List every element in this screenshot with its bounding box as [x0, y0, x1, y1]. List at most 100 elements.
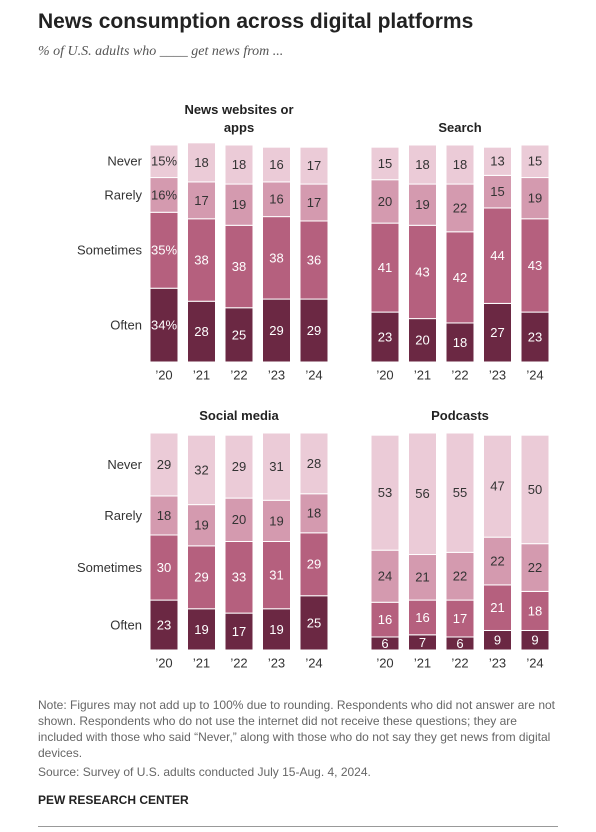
bar-segment: [483, 207, 512, 304]
bar-segment: [408, 224, 437, 320]
value-label: 31: [269, 568, 283, 583]
bar-segment: [224, 612, 254, 651]
x-tick-label: ’20: [155, 655, 172, 670]
bar-segment: [224, 307, 254, 363]
bar-segment: [483, 174, 512, 209]
bar-segment: [262, 432, 291, 501]
value-label: 17: [232, 624, 246, 639]
x-tick-label: ’21: [414, 655, 431, 670]
value-label: 55: [453, 485, 467, 500]
value-label: 18: [528, 603, 542, 618]
value-label: 29: [307, 557, 321, 572]
value-label: 44: [490, 248, 504, 263]
x-tick-label: ’23: [268, 367, 285, 382]
value-label: 38: [269, 250, 283, 265]
bar-segment: [299, 532, 329, 597]
value-label: 15: [490, 184, 504, 199]
value-label: 17: [453, 611, 467, 626]
bar-segment: [149, 432, 179, 497]
bar-segment: [149, 211, 179, 289]
value-label: 16%: [151, 187, 177, 202]
bar-segment: [224, 144, 254, 185]
value-label: 18: [194, 155, 208, 170]
value-label: 29: [194, 570, 208, 585]
bar-segment: [408, 183, 437, 226]
value-label: 21: [490, 600, 504, 615]
value-label: 19: [232, 197, 246, 212]
value-label: 25: [232, 327, 246, 342]
value-label: 15: [528, 154, 542, 169]
bar-segment: [299, 146, 329, 185]
bar-segment: [224, 497, 254, 543]
panel-title: Podcasts: [431, 408, 489, 423]
bar-segment: [445, 432, 475, 553]
value-label: 18: [232, 157, 246, 172]
source: Source: Survey of U.S. adults conducted …: [38, 765, 371, 779]
value-label: 19: [528, 191, 542, 206]
bar-segment: [299, 595, 329, 651]
bar-segment: [370, 222, 400, 313]
value-label: 47: [490, 479, 504, 494]
value-label: 9: [494, 633, 501, 648]
x-tick-label: ’23: [489, 367, 506, 382]
value-label: 18: [415, 157, 429, 172]
value-label: 15: [378, 156, 392, 171]
value-label: 6: [456, 636, 463, 651]
value-label: 27: [490, 325, 504, 340]
credit: PEW RESEARCH CENTER: [38, 793, 189, 807]
bar-segment: [149, 177, 179, 213]
value-label: 18: [157, 508, 171, 523]
value-label: 53: [378, 485, 392, 500]
value-label: 42: [453, 270, 467, 285]
x-tick-label: ’22: [451, 367, 468, 382]
bar-segment: [445, 144, 475, 185]
value-label: 20: [415, 333, 429, 348]
x-tick-label: ’21: [193, 367, 210, 382]
note: Note: Figures may not add up to 100% due…: [38, 698, 555, 760]
bar-segment: [483, 146, 512, 176]
value-label: 18: [307, 506, 321, 521]
panel-title: Search: [438, 120, 482, 135]
value-label: 23: [157, 617, 171, 632]
bar-segment: [483, 434, 512, 538]
x-tick-label: ’22: [230, 367, 247, 382]
x-tick-label: ’24: [526, 655, 543, 670]
value-label: 18: [453, 335, 467, 350]
bar-segment: [299, 298, 329, 363]
bar-segment: [262, 216, 291, 300]
value-label: 34%: [151, 318, 177, 333]
value-label: 9: [531, 633, 538, 648]
bar-segment: [224, 541, 254, 614]
bar-segment: [370, 434, 400, 551]
value-label: 19: [194, 518, 208, 533]
bar-segment: [408, 599, 437, 636]
bar-segment: [299, 432, 329, 495]
bar-segment: [262, 541, 291, 610]
value-label: 33: [232, 570, 246, 585]
value-label: 29: [232, 459, 246, 474]
bar-segment: [149, 599, 179, 651]
value-label: 17: [307, 195, 321, 210]
bar-segment: [483, 584, 512, 631]
bar-segment: [408, 432, 437, 556]
subtitle: % of U.S. adults who ____ get news from …: [38, 44, 284, 59]
bar-segment: [408, 554, 437, 601]
value-label: 17: [307, 158, 321, 173]
bar-segment: [520, 311, 550, 363]
x-tick-label: ’23: [268, 655, 285, 670]
bar-segment: [262, 298, 291, 363]
value-label: 41: [378, 260, 392, 275]
bar-segment: [149, 534, 179, 601]
value-label: 19: [269, 513, 283, 528]
bar-segment: [520, 434, 550, 545]
series-label: Sometimes: [77, 560, 143, 575]
value-label: 43: [528, 258, 542, 273]
bar-segment: [187, 434, 216, 506]
value-label: 21: [415, 570, 429, 585]
value-label: 31: [269, 459, 283, 474]
bar-segment: [520, 144, 550, 179]
bar-segment: [408, 318, 437, 363]
bar-segment: [445, 599, 475, 638]
title: News consumption across digital platform…: [38, 10, 474, 33]
